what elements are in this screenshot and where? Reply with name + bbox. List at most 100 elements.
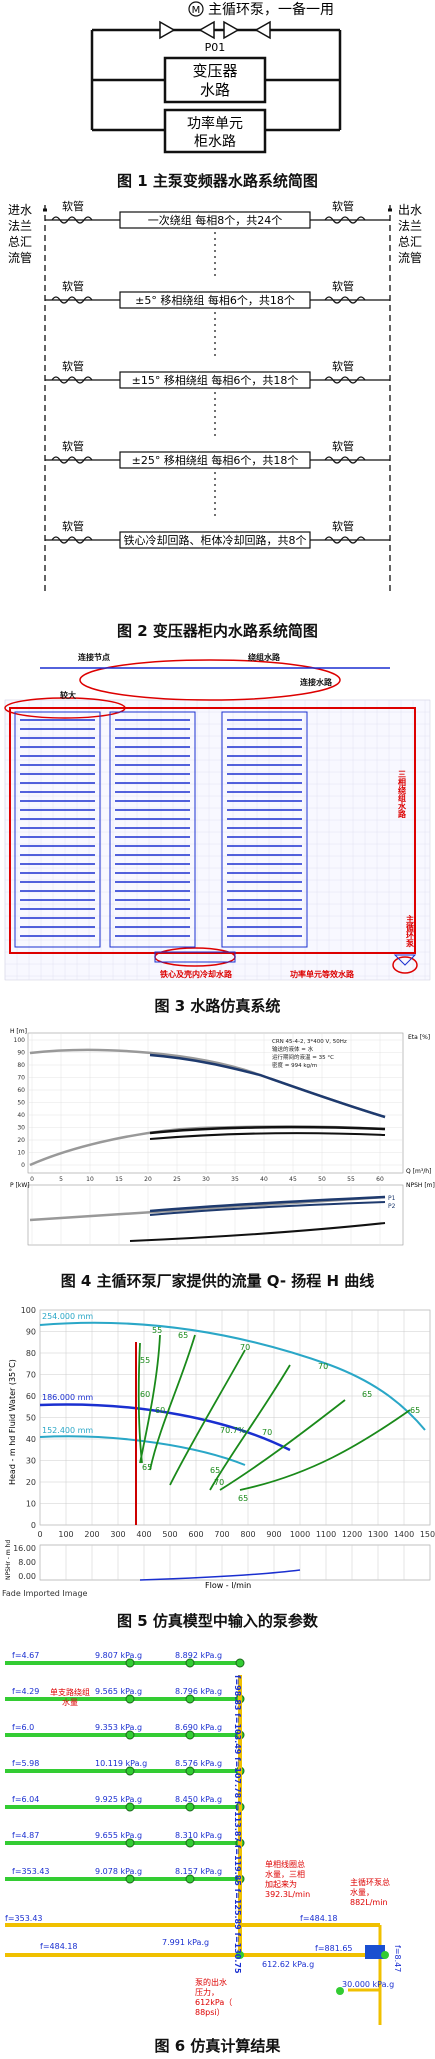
pump-pressure: 612.62 kPa.g xyxy=(262,1960,314,1969)
anno-pump-1: 主循环泵总 xyxy=(350,1877,390,1887)
x-tick: 1300 xyxy=(368,1530,388,1539)
in-header-1: 总汇 xyxy=(8,235,32,249)
inlet-label-2: 法兰 xyxy=(8,219,32,233)
hose-icon xyxy=(51,456,93,464)
label-branch: 较大 xyxy=(60,690,76,700)
row-label: 一次绕组 每相8个，共24个 xyxy=(148,213,283,227)
y-tick: 40 xyxy=(26,1435,36,1444)
phase-column xyxy=(221,711,308,948)
legend-2: 输送的液体 = 水 xyxy=(272,1045,314,1053)
fig2-caption: 图 2 变压器柜内水路系统简图 xyxy=(117,622,318,640)
eff-unit: Eta [%] xyxy=(408,1034,430,1041)
x-tick: 1500 xyxy=(420,1530,435,1539)
pump-icon xyxy=(393,954,417,966)
box1-line2: 水路 xyxy=(200,81,230,99)
anno-pump-3: 882L/min xyxy=(350,1898,388,1907)
x-tick: 200 xyxy=(84,1530,99,1539)
anno-pump-2: 水量， xyxy=(350,1887,374,1897)
efficiency-label: 70 xyxy=(262,1428,272,1437)
y-label: Head - m hd Fluid Water (35°C) xyxy=(8,1359,17,1485)
hose-label: 软管 xyxy=(332,439,354,453)
efficiency-label: 55 xyxy=(140,1356,150,1365)
pressure-right: 8.310 kPa.g xyxy=(175,1831,222,1840)
x-label: Flow - l/min xyxy=(205,1581,251,1590)
node xyxy=(185,1838,195,1848)
y-tick: 70 xyxy=(26,1371,36,1380)
anno-phase-1: 单相线圈总 xyxy=(265,1859,305,1869)
x-tick: 1200 xyxy=(342,1530,362,1539)
pressure-right: 8.576 kPa.g xyxy=(175,1759,222,1768)
node xyxy=(125,1766,135,1776)
node xyxy=(125,1874,135,1884)
node xyxy=(125,1802,135,1812)
hose-label: 软管 xyxy=(62,200,84,213)
pressure-right: 8.450 kPa.g xyxy=(175,1795,222,1804)
y-tick: 100 xyxy=(21,1306,36,1315)
figure-5: 100 90 80 70 60 50 40 30 20 10 0 0 100 200 300 400 500 60… xyxy=(0,1305,435,1600)
efficiency-label: 65 xyxy=(210,1466,220,1475)
x-tick: 10 xyxy=(86,1176,94,1183)
efficiency-label: 60 xyxy=(155,1406,165,1415)
fig5-caption: 图 5 仿真模型中输入的泵参数 xyxy=(117,1612,318,1630)
figure-6: f=4.67 9.807 kPa.g 8.892 kPa.g f=4.29 9.565 … xyxy=(0,1645,435,2030)
flow-881: f=881.65 xyxy=(315,1944,353,1953)
diam-152: 152.400 mm xyxy=(42,1426,93,1435)
npsh-tick: 0.00 xyxy=(18,1572,36,1581)
y-tick: 50 xyxy=(17,1100,25,1107)
npsh-tick: 8.00 xyxy=(18,1558,36,1567)
legend-4: 密度 = 994 kg/m xyxy=(272,1061,317,1069)
label-connect: 连接水路 xyxy=(300,677,333,687)
legend-1: CRN 45-4-2, 3*400 V, 50Hz xyxy=(272,1039,347,1045)
anno-phase-4: 392.3L/min xyxy=(265,1890,310,1899)
x-tick: 800 xyxy=(240,1530,255,1539)
x-tick: 1100 xyxy=(316,1530,336,1539)
efficiency-label: 70 xyxy=(318,1362,328,1371)
fig1-caption: 图 1 主泵变频器水路系统简图 xyxy=(117,172,318,190)
y-tick: 80 xyxy=(17,1062,25,1069)
pressure-right: 8.892 kPa.g xyxy=(175,1651,222,1660)
side-flow: f=8.47 xyxy=(393,1945,402,1972)
label-main-pump: 主循环泵 xyxy=(406,914,415,948)
anno-winding-2: 水量 xyxy=(62,1697,78,1707)
y-tick: 50 xyxy=(26,1414,36,1423)
out-header-2: 流管 xyxy=(398,250,422,265)
efficiency-label: 60 xyxy=(140,1390,150,1399)
x-tick: 45 xyxy=(289,1176,297,1183)
branch-flow: f=4.87 xyxy=(12,1831,39,1840)
label-winding: 绕组水路 xyxy=(248,652,281,662)
npsh-label: NPSHr - m hd xyxy=(5,1540,12,1580)
hose-label: 软管 xyxy=(332,200,354,213)
figure-3: 连接节点 绕组水路 连接水路 较大 三相绕组水路 主循环泵 铁心及壳内冷却水路 … xyxy=(0,650,435,985)
x-tick: 700 xyxy=(214,1530,229,1539)
pressure-right: 8.796 kPa.g xyxy=(175,1687,222,1696)
legend-3: 运行期间的液温 = 35 °C xyxy=(272,1053,334,1061)
node xyxy=(235,1658,245,1668)
hose-label: 软管 xyxy=(332,279,354,293)
x-tick: 25 xyxy=(173,1176,181,1183)
x-tick: 30 xyxy=(202,1176,210,1183)
hose-label: 软管 xyxy=(62,519,84,533)
pressure-left: 9.655 kPa.g xyxy=(95,1831,142,1840)
flow-353: f=353.43 xyxy=(5,1914,43,1923)
fade-imported-image[interactable]: Fade Imported Image xyxy=(2,1589,88,1598)
branch-flow: f=6.04 xyxy=(12,1795,39,1804)
efficiency-label: 70.7% xyxy=(220,1426,246,1435)
node xyxy=(125,1694,135,1704)
pressure-left: 9.078 kPa.g xyxy=(95,1867,142,1876)
x-tick: 50 xyxy=(318,1176,326,1183)
diam-254: 254.000 mm xyxy=(42,1312,93,1321)
label-node: 连接节点 xyxy=(78,652,110,662)
anno-winding-1: 单支路绕组 xyxy=(50,1687,90,1697)
flow-484-left: f=484.18 xyxy=(40,1942,78,1951)
efficiency-label: 70 xyxy=(214,1478,224,1487)
hose-icon xyxy=(51,536,93,544)
branch-flow: f=4.67 xyxy=(12,1651,39,1660)
label-core: 铁心及壳内冷却水路 xyxy=(160,969,233,979)
hose-icon xyxy=(324,296,366,304)
y-tick: 0 xyxy=(31,1521,36,1530)
x-tick: 900 xyxy=(266,1530,281,1539)
diam-186: 186.000 mm xyxy=(42,1393,93,1402)
hose-label: 软管 xyxy=(62,439,84,453)
pressure-left: 9.807 kPa.g xyxy=(95,1651,142,1660)
